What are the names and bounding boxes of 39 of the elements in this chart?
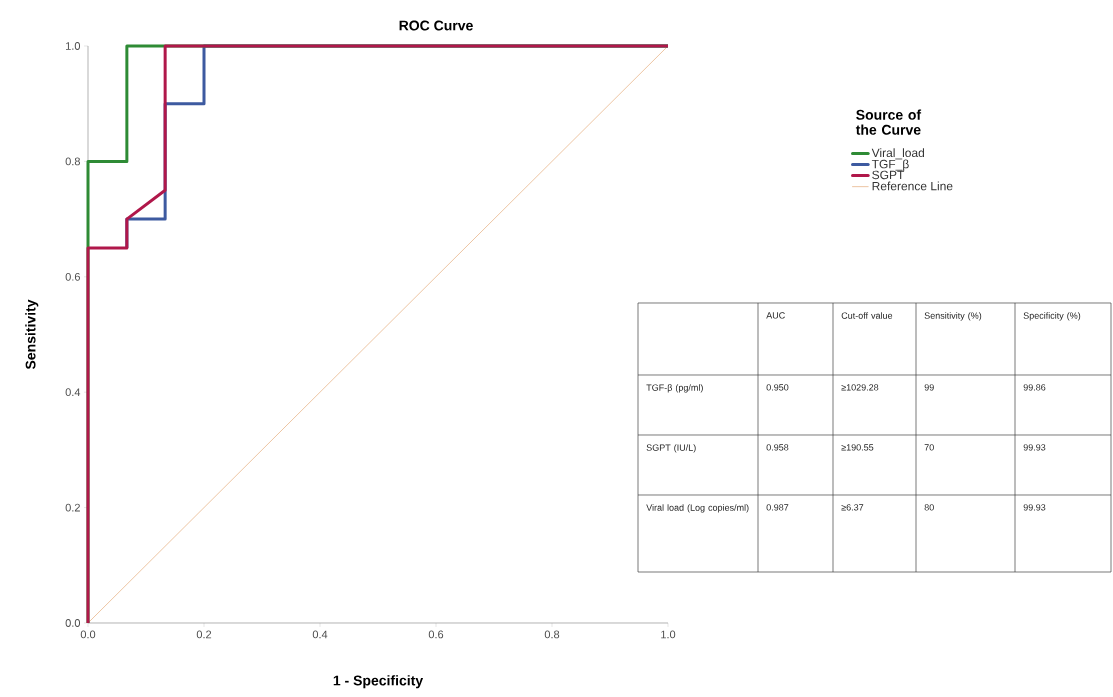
x-tick-label: 0.0: [80, 630, 96, 639]
text: 0.950: [766, 384, 789, 391]
y-tick-label: 0.8: [65, 157, 80, 166]
y-tick-label: 1.0: [66, 42, 81, 50]
x-tick-label: 0.2: [196, 630, 212, 639]
legend-label: TGF_β: [871, 159, 909, 171]
x-tick-label: 0.8: [544, 630, 560, 639]
text: ≥190.55: [841, 444, 874, 451]
text: 70: [924, 444, 934, 451]
annotation: SGPT (IU/L): [646, 444, 696, 453]
x-axis-title: 1 - Specificity: [333, 675, 424, 689]
annotation: TGF-β (pg/ml): [646, 384, 703, 393]
text: 0.958: [766, 444, 789, 451]
x-tick-label: 1.0: [661, 630, 676, 639]
x-tick-label: 0.6: [428, 630, 444, 639]
legend-label: Reference Line: [872, 181, 953, 191]
y-tick-label: 0.6: [65, 272, 80, 281]
text: 99.93: [1023, 504, 1046, 511]
text: 99.86: [1023, 384, 1046, 391]
x-tick-label: 0.4: [312, 630, 328, 639]
y-tick-label: 0.0: [65, 619, 81, 627]
text: 0.987: [766, 504, 789, 511]
legend-label: Viral_load: [871, 148, 925, 160]
text: ≥6.37: [841, 504, 864, 511]
text: Sensitivity (%): [924, 312, 982, 321]
annotation: Viral load (Log copies/ml): [646, 504, 749, 513]
text: 99.93: [1023, 444, 1046, 451]
y-tick-label: 0.4: [65, 388, 81, 397]
chart-title: ROC Curve: [399, 20, 473, 31]
legend-label: SGPT: [872, 170, 905, 180]
legend-title: Source of the Curve: [855, 109, 922, 135]
text: 99: [924, 384, 934, 391]
y-axis-title: Sensitivity: [25, 299, 39, 370]
text: 80: [924, 504, 934, 511]
text: AUC: [766, 312, 785, 319]
text: Cut-off value: [841, 312, 893, 319]
text: Specificity (%): [1023, 312, 1081, 321]
text: ≥1029.28: [841, 384, 879, 391]
y-tick-label: 0.2: [65, 503, 80, 512]
